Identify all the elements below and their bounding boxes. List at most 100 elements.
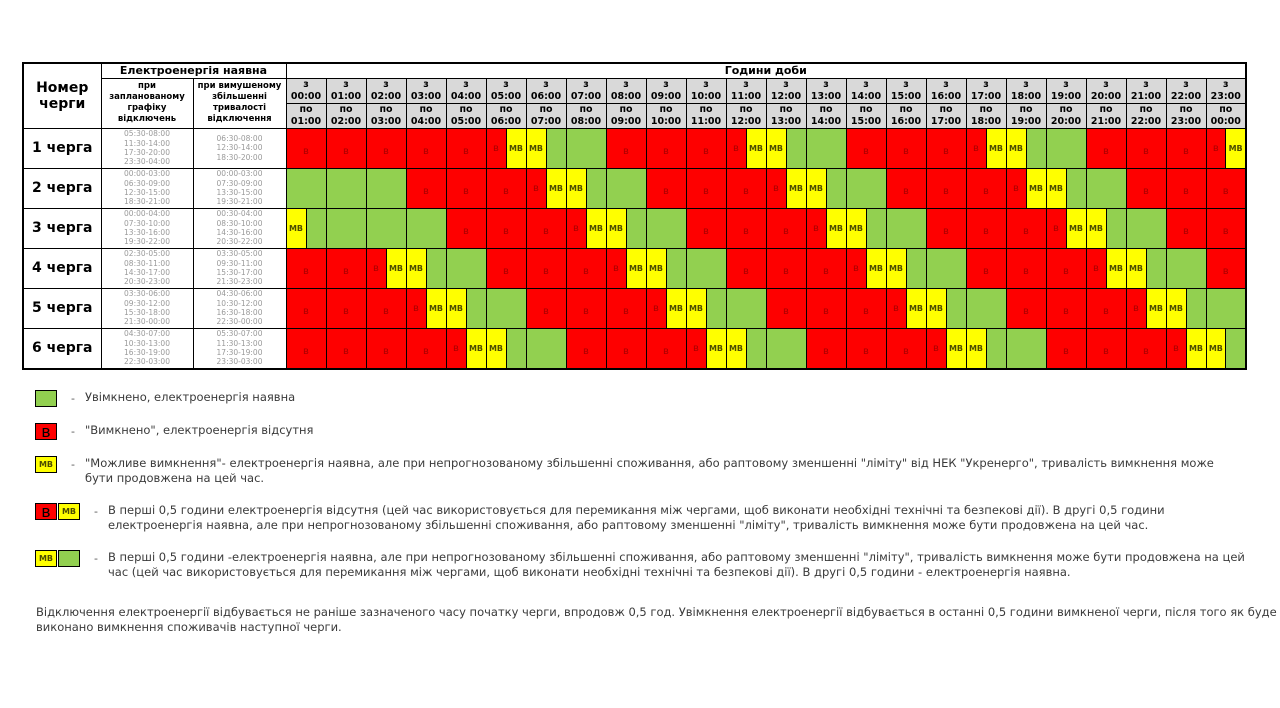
schedule-cell: в xyxy=(1205,167,1247,209)
legend-text: Увімкнено, електроенергія наявна xyxy=(84,389,296,404)
schedule-cell: в МВ xyxy=(925,327,967,369)
off-label: в xyxy=(373,262,379,274)
forced-times: 05:30-07:00 11:30-13:00 17:30-19:00 23:30-0… xyxy=(192,327,287,369)
hour-to-header: по 21:00 xyxy=(1085,102,1127,129)
queue-name: 2 черга xyxy=(22,167,102,209)
half-maybe: МВ xyxy=(546,169,565,207)
legend-swatch-maybe: МВ xyxy=(35,550,57,568)
half-on xyxy=(306,209,325,247)
schedule-cell: в xyxy=(485,167,527,209)
schedule-cell: в xyxy=(445,167,487,209)
maybe-label: МВ xyxy=(38,459,54,469)
hour-to-header: по 10:00 xyxy=(645,102,687,129)
legend: - Увімкнено, електроенергія наявна в - "Вимк… xyxy=(35,389,1280,581)
legend-item: МВ - В перші 0,5 години -електроенергія на… xyxy=(35,550,1280,580)
schedule-cell: МВ xyxy=(885,247,927,289)
legend-text: "Вимкнено", електроенергія відсутня xyxy=(84,422,314,437)
off-label: в xyxy=(743,225,749,237)
schedule-cell xyxy=(925,247,967,289)
schedule-cell: в xyxy=(1085,327,1127,369)
schedule-cell xyxy=(965,287,1007,329)
legend-swatch-maybe: МВ xyxy=(58,502,80,520)
off-label: в xyxy=(663,145,669,157)
schedule-cell: в xyxy=(365,127,407,169)
schedule-cell: в xyxy=(525,207,567,249)
half-on xyxy=(1226,328,1245,368)
off-label: в xyxy=(1093,262,1099,274)
off-label: в xyxy=(423,345,429,357)
schedule-cell: МВ xyxy=(925,287,967,329)
schedule-cell: МВ xyxy=(285,207,327,249)
half-maybe: МВ xyxy=(1066,209,1085,247)
half-off: в xyxy=(887,289,907,327)
half-on xyxy=(826,169,845,207)
maybe-label: МВ xyxy=(1188,343,1204,353)
legend-dash: - xyxy=(71,424,75,438)
maybe-label: МВ xyxy=(628,263,644,273)
schedule-cell xyxy=(525,327,567,369)
schedule-cell: в xyxy=(845,287,887,329)
maybe-label: МВ xyxy=(1088,223,1104,233)
hour-to-header: по 17:00 xyxy=(925,102,967,129)
off-label: в xyxy=(533,182,539,194)
schedule-cell: МВ xyxy=(805,167,847,209)
half-maybe: МВ xyxy=(906,289,925,327)
off-label: в xyxy=(303,305,309,317)
half-off: в xyxy=(1167,328,1187,368)
off-label: в xyxy=(813,222,819,234)
schedule-cell xyxy=(285,167,327,209)
hour-from-header: з 17:00 xyxy=(965,77,1007,104)
hour-to-header: по 19:00 xyxy=(1005,102,1047,129)
off-label: в xyxy=(343,145,349,157)
schedule-cell: в xyxy=(405,127,447,169)
maybe-label: МВ xyxy=(528,143,544,153)
half-on xyxy=(466,289,485,327)
off-label: в xyxy=(623,145,629,157)
schedule-cell xyxy=(365,207,407,249)
legend-swatch-off: в xyxy=(35,422,57,441)
maybe-label: МВ xyxy=(908,303,924,313)
half-off: в xyxy=(407,289,427,327)
schedule-cell: в xyxy=(325,247,367,289)
half-maybe: МВ xyxy=(386,249,405,287)
schedule-cell: в xyxy=(685,207,727,249)
legend-swatch-group: в МВ xyxy=(35,502,80,521)
off-label: в xyxy=(383,145,389,157)
schedule-cell: в xyxy=(725,207,767,249)
maybe-label: МВ xyxy=(688,303,704,313)
hour-from-header: з 13:00 xyxy=(805,77,847,104)
half-maybe: МВ xyxy=(727,328,747,368)
half-maybe: МВ xyxy=(287,209,307,247)
hour-to-header: по 22:00 xyxy=(1125,102,1167,129)
off-label: в xyxy=(903,145,909,157)
off-label: в xyxy=(703,145,709,157)
hour-to-header: по 01:00 xyxy=(285,102,327,129)
off-label: в xyxy=(853,262,859,274)
half-off: в xyxy=(727,129,747,167)
half-on xyxy=(666,249,685,287)
maybe-label: МВ xyxy=(568,183,584,193)
group-header-hours: Години доби xyxy=(285,62,1247,79)
maybe-label: МВ xyxy=(1028,183,1044,193)
maybe-label: МВ xyxy=(1148,303,1164,313)
schedule-cell: МВ xyxy=(725,327,767,369)
forced-times: 00:30-04:00 08:30-10:00 14:30-16:00 20:30-2… xyxy=(192,207,287,249)
off-label: в xyxy=(823,265,829,277)
schedule-cell: МВ xyxy=(1125,247,1167,289)
maybe-label: МВ xyxy=(1068,223,1084,233)
hour-to-header: по 20:00 xyxy=(1045,102,1087,129)
half-maybe: МВ xyxy=(807,169,827,207)
schedule-cell xyxy=(725,287,767,329)
off-label: в xyxy=(623,345,629,357)
schedule-cell: в xyxy=(1125,327,1167,369)
schedule-cell: в xyxy=(1085,127,1127,169)
legend-dash: - xyxy=(71,457,75,471)
off-label: в xyxy=(613,262,619,274)
schedule-cell: в МВ xyxy=(1045,207,1087,249)
schedule-cell xyxy=(765,327,807,369)
queue-name: 1 черга xyxy=(22,127,102,169)
hour-to-header: по 06:00 xyxy=(485,102,527,129)
schedule-cell: в МВ xyxy=(685,327,727,369)
off-label: в xyxy=(503,265,509,277)
schedule-cell: в xyxy=(805,327,847,369)
